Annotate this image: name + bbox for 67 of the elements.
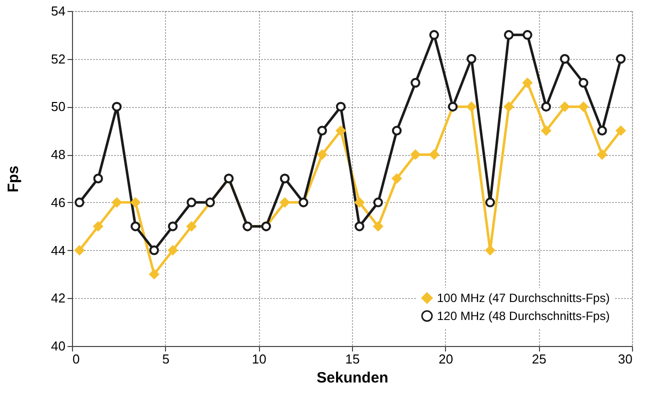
point (616, 54, 626, 64)
x-tick-label: 10 (252, 352, 266, 366)
point (597, 150, 608, 160)
point (616, 126, 626, 136)
x-tick-label: 25 (532, 352, 546, 366)
y-tick-label: 48 (51, 147, 66, 162)
point (578, 102, 588, 112)
point (186, 198, 196, 208)
point (317, 126, 328, 136)
y-tick-label: 52 (51, 51, 66, 66)
point (466, 54, 476, 64)
point (186, 221, 196, 232)
x-tick-label: 0 (72, 352, 80, 366)
point (112, 198, 122, 208)
point (280, 174, 290, 184)
point (560, 54, 570, 64)
point (336, 102, 346, 112)
point (560, 102, 570, 112)
y-tick-label: 50 (51, 99, 66, 114)
point (578, 78, 588, 88)
point (410, 150, 420, 160)
point (317, 150, 328, 160)
legend-label: 120 MHz (48 Durchschnitts-Fps) (437, 309, 610, 323)
point (280, 198, 290, 208)
point (597, 126, 608, 136)
x-tick-label: 5 (162, 352, 170, 366)
point (392, 174, 402, 184)
point (149, 245, 160, 256)
point (336, 126, 346, 136)
x-tick-label: 30 (618, 352, 632, 366)
point (522, 30, 532, 40)
point (522, 78, 532, 88)
point (429, 30, 440, 40)
point (168, 221, 178, 232)
point (354, 221, 364, 232)
point (541, 126, 552, 136)
point (149, 269, 160, 280)
x-tick-label: 20 (438, 352, 454, 366)
x-axis-title: Sekunden (316, 370, 388, 386)
point (373, 198, 384, 208)
point (410, 78, 420, 88)
point (93, 221, 104, 232)
point (354, 198, 364, 208)
y-axis-title: Fps (5, 166, 22, 192)
point (168, 245, 178, 256)
y-tick-label: 40 (51, 338, 66, 354)
point (541, 102, 552, 112)
point (130, 221, 140, 232)
point (429, 150, 440, 160)
point (74, 245, 84, 256)
point (466, 102, 476, 112)
point (504, 102, 514, 112)
point (112, 102, 122, 112)
point (93, 174, 104, 184)
point (485, 245, 496, 256)
point (485, 198, 496, 208)
point (392, 126, 402, 136)
y-tick-label: 46 (51, 194, 66, 210)
x-tick-label: 15 (345, 352, 360, 366)
y-tick-label: 42 (51, 290, 66, 306)
point (74, 198, 84, 208)
point (130, 198, 140, 208)
point (373, 221, 384, 232)
point (504, 30, 514, 40)
legend-label: 100 MHz (47 Durchschnitts-Fps) (437, 291, 610, 305)
y-tick-label: 44 (51, 242, 66, 258)
y-tick-label: 54 (51, 4, 66, 18)
